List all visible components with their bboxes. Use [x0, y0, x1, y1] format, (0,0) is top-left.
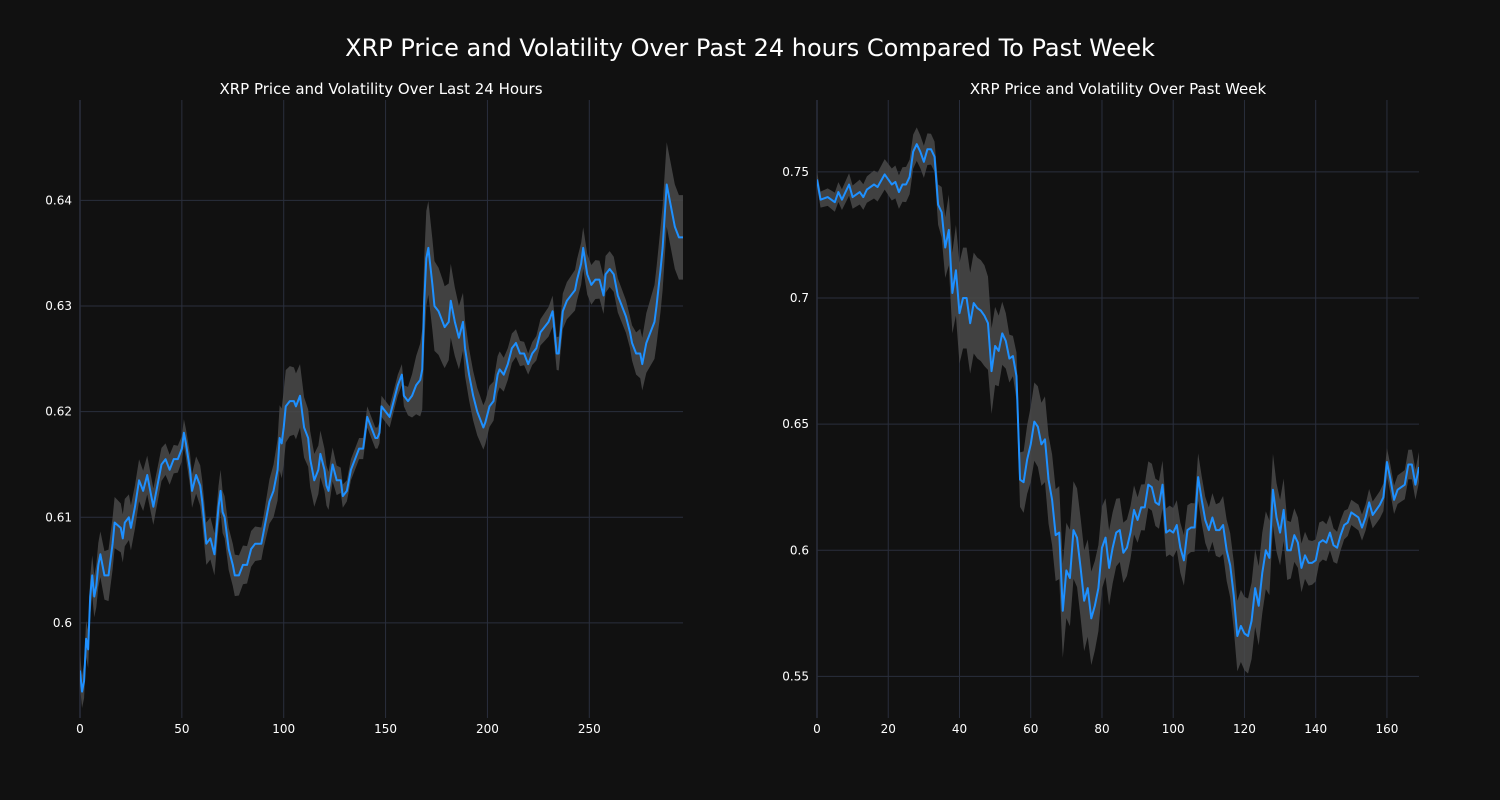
x-tick-label: 200 — [476, 722, 499, 736]
x-tick-label: 100 — [1162, 722, 1185, 736]
x-tick-label: 50 — [174, 722, 189, 736]
x-tick-label: 80 — [1094, 722, 1109, 736]
x-tick-label: 0 — [813, 722, 821, 736]
y-tick-label: 0.7 — [790, 291, 809, 305]
price-line — [817, 143, 1419, 638]
y-tick-label: 0.63 — [45, 299, 72, 313]
x-tick-label: 120 — [1233, 722, 1256, 736]
volatility-band — [80, 142, 683, 709]
y-tick-label: 0.64 — [45, 193, 72, 207]
y-tick-label: 0.75 — [782, 165, 809, 179]
x-tick-label: 140 — [1304, 722, 1327, 736]
chart-title: XRP Price and Volatility Over Past Week — [970, 80, 1267, 98]
y-tick-label: 0.6 — [790, 543, 809, 557]
x-tick-label: 250 — [578, 722, 601, 736]
x-tick-label: 150 — [374, 722, 397, 736]
volatility-band — [817, 127, 1419, 674]
x-tick-label: 100 — [272, 722, 295, 736]
x-tick-label: 20 — [881, 722, 896, 736]
x-tick-label: 0 — [76, 722, 84, 736]
figure-title: XRP Price and Volatility Over Past 24 ho… — [345, 34, 1155, 62]
y-tick-label: 0.55 — [782, 669, 809, 683]
x-tick-label: 60 — [1023, 722, 1038, 736]
y-tick-label: 0.61 — [45, 510, 72, 524]
chart-title: XRP Price and Volatility Over Last 24 Ho… — [219, 80, 542, 98]
y-tick-label: 0.62 — [45, 405, 72, 419]
x-tick-label: 160 — [1375, 722, 1398, 736]
x-tick-label: 40 — [952, 722, 967, 736]
y-tick-label: 0.65 — [782, 417, 809, 431]
y-tick-label: 0.6 — [53, 616, 72, 630]
price-line — [80, 183, 683, 693]
